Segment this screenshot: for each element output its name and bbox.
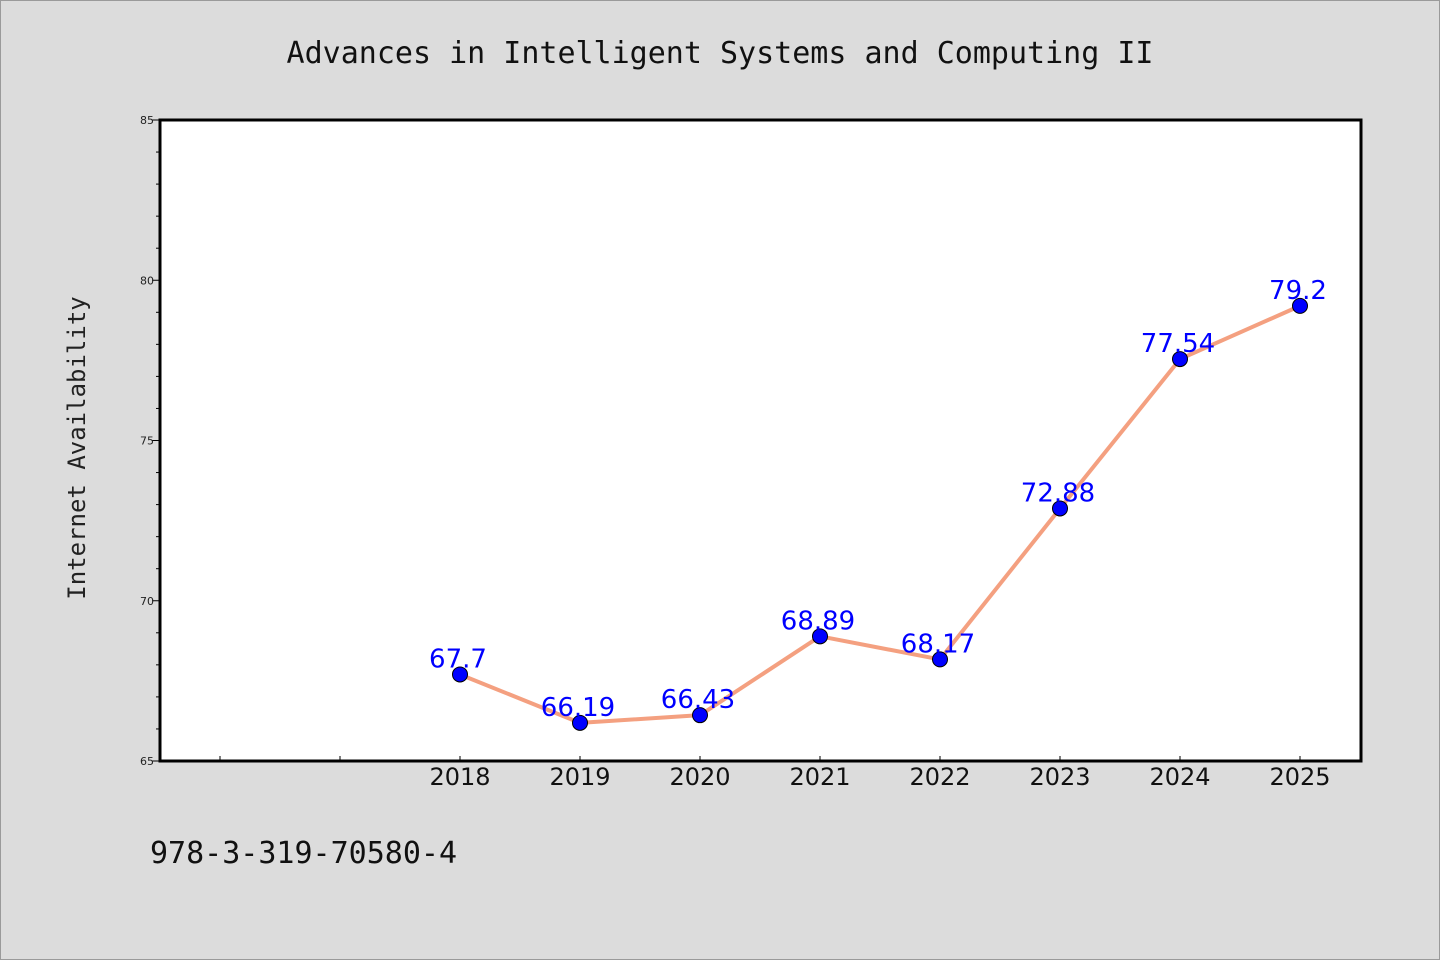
x-tick-label: 2024 — [1149, 763, 1210, 791]
x-tick-label: 2018 — [429, 763, 490, 791]
series-line-group — [458, 303, 1302, 725]
y-tick-label: 70 — [140, 595, 154, 608]
data-point — [452, 666, 468, 683]
x-tick-label: 2022 — [909, 763, 970, 791]
chart-title: Advances in Intelligent Systems and Comp… — [287, 36, 1154, 71]
data-point — [932, 651, 948, 668]
x-tick-label: 2020 — [669, 763, 730, 791]
data-label: 68.17 — [901, 629, 975, 659]
data-label: 66.19 — [541, 693, 615, 723]
x-tick-label: 2021 — [789, 763, 850, 791]
data-label: 68.89 — [781, 606, 855, 636]
data-point — [692, 707, 708, 724]
markers-group — [452, 297, 1308, 731]
plot-area — [158, 118, 1363, 763]
y-tick-label: 80 — [140, 274, 154, 287]
data-point — [1052, 500, 1068, 517]
data-point — [1172, 351, 1188, 368]
x-tick-label: 2019 — [549, 763, 610, 791]
x-axis: 2018 2019 2020 2021 2022 2023 2024 2025 — [219, 756, 1331, 791]
y-tick-label: 75 — [140, 435, 154, 448]
data-label: 79.2 — [1269, 276, 1327, 306]
y-tick-label: 65 — [140, 755, 154, 768]
data-point — [1292, 297, 1308, 314]
isbn-footer: 978-3-319-70580-4 — [150, 836, 457, 871]
series-line — [458, 303, 1302, 725]
data-label: 67.7 — [429, 644, 487, 674]
y-tick-label: 85 — [140, 114, 154, 127]
x-tick-label: 2025 — [1269, 763, 1330, 791]
data-label: 66.43 — [661, 685, 735, 715]
x-tick-label: 2023 — [1029, 763, 1090, 791]
data-labels-group: 67.7 66.19 66.43 68.89 68.17 72.88 77.54 79.2 — [429, 276, 1327, 723]
data-point — [572, 714, 588, 731]
y-axis-label: Internet Availability — [63, 296, 91, 599]
y-axis: 65 70 75 80 85 — [140, 114, 160, 768]
data-label: 77.54 — [1141, 329, 1215, 359]
data-point — [812, 628, 828, 645]
data-label: 72.88 — [1021, 478, 1095, 508]
